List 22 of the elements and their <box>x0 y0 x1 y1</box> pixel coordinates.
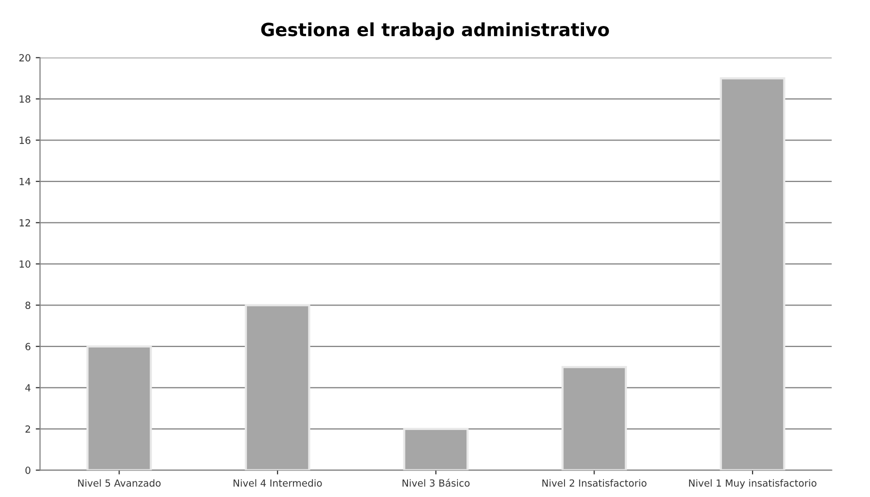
bar <box>561 366 627 470</box>
y-tick-label: 8 <box>25 302 30 309</box>
x-tick-label: Nivel 5 Avanzado <box>78 479 161 487</box>
y-tick-label: 4 <box>25 384 30 392</box>
y-tick-label: 18 <box>20 95 30 103</box>
bar <box>720 77 786 470</box>
bar <box>86 345 152 470</box>
chart-title: Gestiona el trabajo administrativo <box>261 22 609 40</box>
y-tick-label: 2 <box>26 425 30 433</box>
y-tick-label: 0 <box>25 466 30 474</box>
y-tick-label: 20 <box>19 54 30 62</box>
bar <box>403 428 469 470</box>
bar <box>244 304 310 470</box>
y-tick-label: 10 <box>20 260 30 268</box>
x-tick-label: Nivel 4 Intermedio <box>234 479 322 487</box>
x-tick-label: Nivel 3 Básico <box>402 478 470 487</box>
x-tick-label: Nivel 1 Muy insatisfactorio <box>689 479 816 489</box>
y-tick-label: 14 <box>20 178 30 186</box>
x-tick-label: Nivel 2 Insatisfactorio <box>542 479 646 487</box>
y-tick-label: 16 <box>20 136 30 144</box>
y-tick-label: 6 <box>25 342 30 350</box>
y-tick-label: 12 <box>20 219 30 226</box>
